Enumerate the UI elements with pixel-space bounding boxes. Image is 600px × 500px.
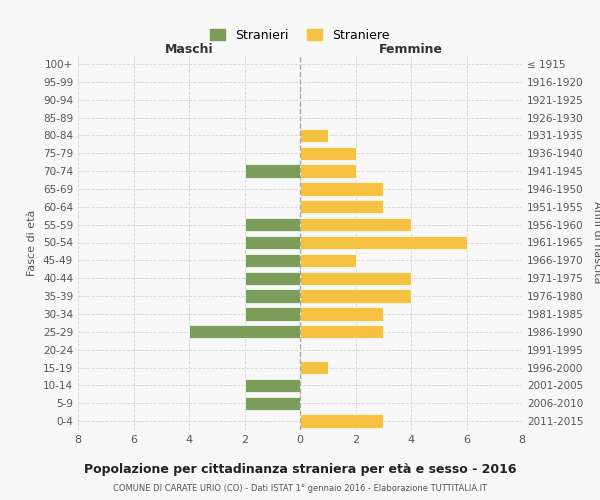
Y-axis label: Fasce di età: Fasce di età [28,210,37,276]
Bar [245,396,300,410]
Bar [300,218,411,232]
Bar [245,290,300,303]
Bar [300,272,411,285]
Text: Maschi: Maschi [164,43,214,56]
Bar [300,236,467,249]
Text: Popolazione per cittadinanza straniera per età e sesso - 2016: Popolazione per cittadinanza straniera p… [84,462,516,475]
Bar [245,307,300,320]
Bar [300,307,383,320]
Bar [300,254,355,267]
Bar [300,414,383,428]
Text: Femmine: Femmine [379,43,443,56]
Bar [245,236,300,249]
Bar [245,272,300,285]
Bar [300,164,355,178]
Text: COMUNE DI CARATE URIO (CO) - Dati ISTAT 1° gennaio 2016 - Elaborazione TUTTITALI: COMUNE DI CARATE URIO (CO) - Dati ISTAT … [113,484,487,493]
Legend: Stranieri, Straniere: Stranieri, Straniere [205,24,395,46]
Bar [300,182,383,196]
Bar [300,361,328,374]
Bar [245,378,300,392]
Y-axis label: Anni di nascita: Anni di nascita [592,201,600,284]
Bar [300,200,383,213]
Bar [300,128,328,142]
Bar [300,325,383,338]
Bar [300,146,355,160]
Bar [300,290,411,303]
Bar [245,254,300,267]
Bar [245,218,300,232]
Bar [189,325,300,338]
Bar [245,164,300,178]
